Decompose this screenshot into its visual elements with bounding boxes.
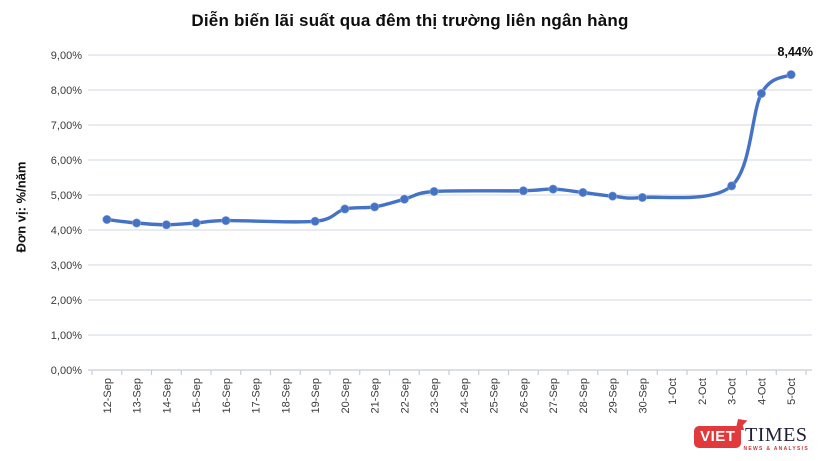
x-tick-label: 14-Sep [161,378,173,413]
x-tick-label: 13-Sep [132,378,144,413]
y-tick-label: 3,00% [51,260,82,272]
x-tick-label: 27-Sep [548,378,560,413]
x-tick-label: 28-Sep [578,378,590,413]
data-point-marker [786,70,796,80]
x-tick-label: 20-Sep [340,378,352,413]
x-tick-label: 23-Sep [429,378,441,413]
data-point-marker [429,187,439,197]
data-point-marker [727,181,737,191]
y-tick-label: 0,00% [51,365,82,377]
x-tick-label: 15-Sep [191,378,203,413]
x-tick-label: 24-Sep [459,378,471,413]
y-tick-label: 9,00% [51,50,82,62]
x-tick-label: 3-Oct [727,378,739,405]
series-line [105,72,793,227]
x-tick-label: 19-Sep [310,378,322,413]
data-point-marker [608,191,618,201]
data-point-marker [102,215,112,225]
x-tick-label: 4-Oct [756,378,768,405]
logo-tagline-text: NEWS & ANALYSIS [743,446,809,452]
x-tick-label: 18-Sep [280,378,292,413]
x-tick-label: 21-Sep [370,378,382,413]
x-tick-label: 29-Sep [608,378,620,413]
logo-times-text: TIMES [744,424,808,446]
y-tick-label: 1,00% [51,330,82,342]
y-tick-label: 4,00% [51,225,82,237]
data-point-marker [756,89,766,99]
x-tick-label: 1-Oct [667,378,679,405]
logo-right-block: TIMES NEWS & ANALYSIS [743,424,809,452]
data-point-marker [310,216,320,226]
y-tick-label: 5,00% [51,190,82,202]
data-point-marker [191,218,201,228]
y-tick-label: 2,00% [51,295,82,307]
data-point-marker [370,202,380,212]
data-point-marker [340,204,350,214]
data-point-marker [578,188,588,198]
data-point-marker [132,218,142,228]
data-point-marker [548,184,558,194]
data-point-marker [637,193,647,203]
x-tick-label: 25-Sep [489,378,501,413]
last-point-data-label: 8,44% [777,45,813,59]
x-tick-label: 5-Oct [786,378,798,405]
x-tick-label: 26-Sep [518,378,530,413]
x-tick-label: 30-Sep [637,378,649,413]
data-point-marker [221,216,231,226]
chart-title: Diễn biến lãi suất qua đêm thị trường li… [191,11,629,30]
x-tick-label: 12-Sep [102,378,114,413]
data-point-marker [399,194,409,204]
data-point-marker [518,186,528,196]
logo-flag-icon [735,419,748,430]
x-tick-label: 22-Sep [399,378,411,413]
y-tick-label: 7,00% [51,120,82,132]
x-tick-label: 16-Sep [221,378,233,413]
logo-viet-text: VIET [700,428,736,445]
y-tick-label: 6,00% [51,155,82,167]
viettimes-logo: VIET TIMES NEWS & ANALYSIS [694,418,809,456]
y-tick-label: 8,00% [51,85,82,97]
data-point-marker [161,220,171,230]
logo-viet-badge: VIET [694,419,748,448]
x-tick-label: 17-Sep [251,378,263,413]
x-tick-label: 2-Oct [697,378,709,405]
